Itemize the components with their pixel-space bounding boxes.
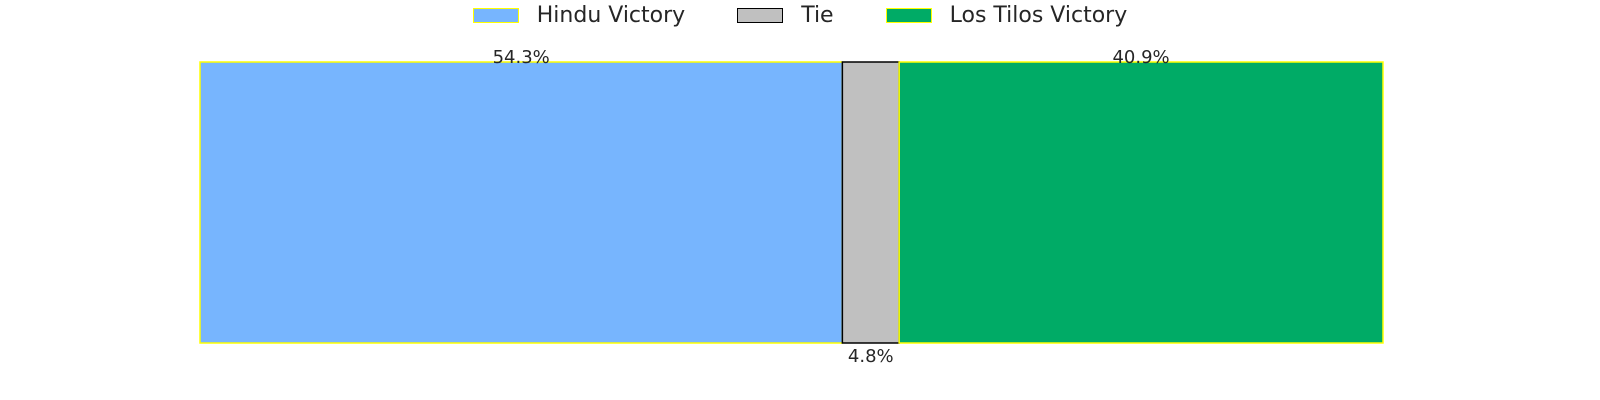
bar-segment-tie (841, 61, 900, 344)
legend-swatch-los-tilos-victory (885, 7, 932, 23)
legend-label-los-tilos-victory: Los Tilos Victory (949, 2, 1128, 28)
chart-legend: Hindu Victory Tie Los Tilos Victory (0, 0, 1600, 30)
data-label-los-tilos-victory: 40.9% (1112, 47, 1169, 68)
data-label-tie: 4.8% (848, 346, 894, 367)
legend-label-hindu-victory: Hindu Victory (536, 2, 686, 28)
bar-segment-hindu-victory (199, 61, 844, 344)
legend-label-tie: Tie (801, 2, 834, 28)
legend-item-tie: Tie (737, 2, 834, 28)
legend-swatch-tie (737, 7, 784, 23)
legend-item-los-tilos-victory: Los Tilos Victory (885, 2, 1128, 28)
value-labels-group: 54.3% 4.8% 40.9% (493, 47, 1170, 367)
legend-swatch-hindu-victory (472, 7, 519, 23)
legend-item-hindu-victory: Hindu Victory (472, 2, 686, 28)
data-label-hindu-victory: 54.3% (493, 47, 550, 68)
bars-group (199, 61, 1384, 344)
bar-segment-los-tilos-victory (898, 61, 1384, 344)
